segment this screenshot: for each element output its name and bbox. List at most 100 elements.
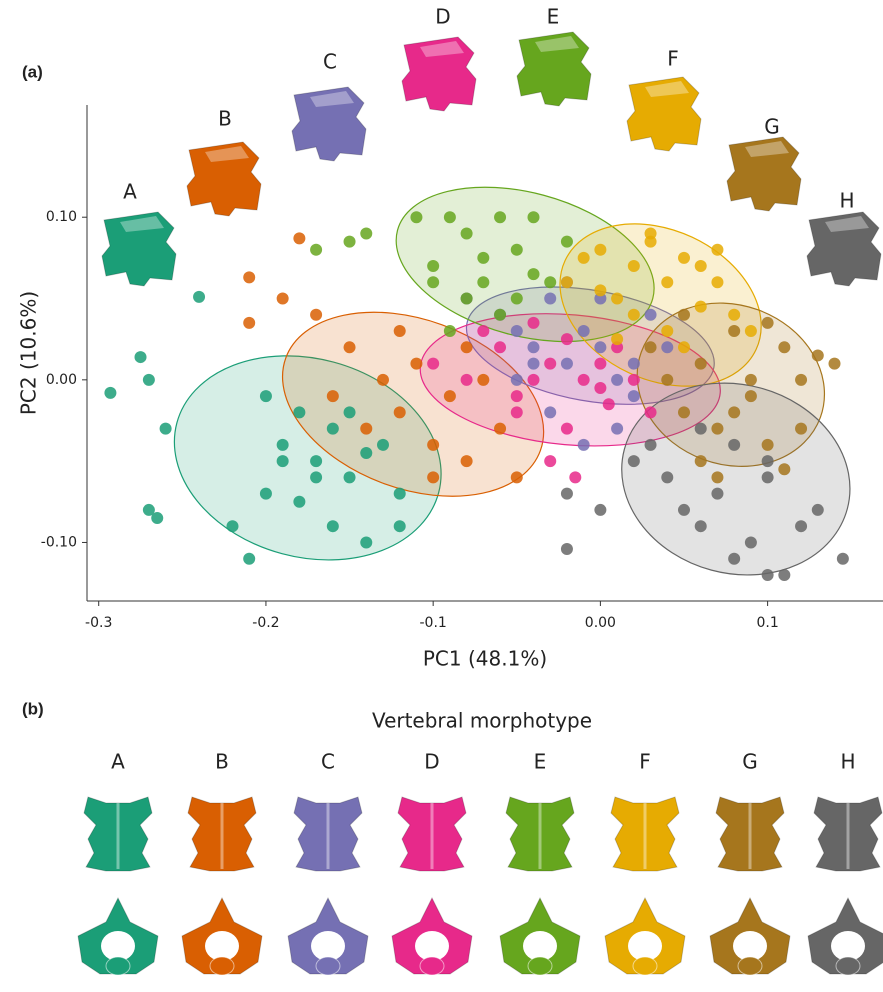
data-point (795, 374, 807, 386)
data-point (628, 455, 640, 467)
data-point (544, 358, 556, 370)
data-point (544, 406, 556, 418)
data-point (327, 520, 339, 532)
y-tick-label: -0.10 (41, 534, 77, 550)
data-point (427, 471, 439, 483)
data-point (611, 374, 623, 386)
morphotype-label: B (215, 750, 229, 774)
figure: (a) (b) Vertebral morphotype PC1 (48.1%)… (0, 0, 883, 988)
data-point (511, 374, 523, 386)
data-point (695, 423, 707, 435)
data-point (494, 211, 506, 223)
data-point (327, 390, 339, 402)
morphotype-label: H (840, 750, 855, 774)
data-point (695, 455, 707, 467)
panel-label: (a) (22, 62, 43, 81)
data-point (511, 471, 523, 483)
data-point (745, 536, 757, 548)
data-point (511, 244, 523, 256)
data-point (344, 406, 356, 418)
morphotype-label: A (123, 180, 137, 204)
vertebra-dorsal-icon (506, 797, 574, 871)
data-point (277, 293, 289, 305)
data-point (377, 439, 389, 451)
data-point (645, 227, 657, 239)
data-point (628, 358, 640, 370)
data-point (812, 349, 824, 361)
vertebra-anterior-icon (605, 898, 685, 975)
data-point (594, 341, 606, 353)
data-point (711, 276, 723, 288)
data-point (444, 390, 456, 402)
data-point (394, 488, 406, 500)
x-tick-label: 0.1 (756, 615, 778, 631)
vertebra-dorsal-icon (84, 797, 152, 871)
vertebra-dorsal-icon (716, 797, 784, 871)
data-point (678, 309, 690, 321)
data-point (711, 488, 723, 500)
data-point (527, 317, 539, 329)
data-point (603, 398, 615, 410)
data-point (569, 471, 581, 483)
data-point (461, 374, 473, 386)
data-point (561, 236, 573, 248)
data-point (695, 301, 707, 313)
vertebra-centrum (106, 957, 130, 975)
data-point (578, 439, 590, 451)
vertebra-lateral-icon (517, 32, 591, 106)
x-tick-label: -0.2 (252, 615, 279, 631)
vertebra-anterior-icon (288, 898, 368, 975)
data-point (494, 341, 506, 353)
data-point (360, 423, 372, 435)
data-point (711, 471, 723, 483)
data-point (260, 488, 272, 500)
morphotype-label: C (321, 750, 335, 774)
data-point (762, 439, 774, 451)
data-point (544, 293, 556, 305)
vertebra-centrum (633, 957, 657, 975)
data-point (511, 406, 523, 418)
morphotype-label: E (547, 5, 560, 29)
data-point (594, 244, 606, 256)
data-point (544, 276, 556, 288)
data-point (711, 423, 723, 435)
data-point (394, 325, 406, 337)
x-tick-label: 0.00 (585, 615, 616, 631)
vertebra-lateral-icon (102, 212, 176, 286)
data-point (711, 244, 723, 256)
data-point (578, 252, 590, 264)
data-point (678, 341, 690, 353)
data-point (728, 553, 740, 565)
x-tick-label: -0.1 (419, 615, 446, 631)
data-point (310, 309, 322, 321)
data-point (762, 569, 774, 581)
vertebra-anterior-icon (78, 898, 158, 975)
vertebra-centrum (836, 957, 860, 975)
data-point (695, 358, 707, 370)
vertebra-anterior-icon (182, 898, 262, 975)
data-point (745, 325, 757, 337)
data-point (661, 276, 673, 288)
vertebra-lateral-icon (187, 142, 261, 216)
morphotype-label: A (111, 750, 125, 774)
data-point (477, 374, 489, 386)
data-point (778, 463, 790, 475)
data-point (243, 317, 255, 329)
vertebra-lateral-icon (627, 77, 701, 151)
data-point (678, 406, 690, 418)
data-point (277, 455, 289, 467)
morphotype-label: E (534, 750, 547, 774)
data-point (394, 406, 406, 418)
data-point (327, 423, 339, 435)
data-point (511, 325, 523, 337)
data-point (695, 260, 707, 272)
morphotype-label: G (742, 750, 758, 774)
data-point (527, 374, 539, 386)
data-point (728, 406, 740, 418)
data-point (310, 244, 322, 256)
data-point (795, 423, 807, 435)
data-point (310, 471, 322, 483)
data-point (226, 520, 238, 532)
morphotype-label: H (839, 189, 854, 213)
data-point (561, 333, 573, 345)
